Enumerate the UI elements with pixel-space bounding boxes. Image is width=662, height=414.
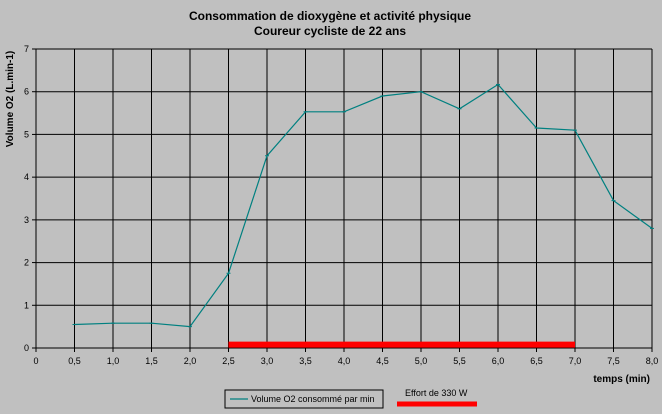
- series-line: [74, 83, 653, 328]
- x-tick-label: 1,5: [145, 356, 158, 366]
- x-tick-label: 7,5: [607, 356, 620, 366]
- chart-title: Consommation de dioxygène et activité ph…: [189, 9, 471, 23]
- y-tick-label: 4: [24, 172, 29, 182]
- x-tick-label: 1,0: [107, 356, 120, 366]
- x-tick-label: 0,5: [68, 356, 81, 366]
- y-axis-label: Volume O2 (L.min-1): [5, 51, 16, 148]
- x-tick-label: 3,5: [299, 356, 312, 366]
- legend-label-series: Volume O2 consommé par min: [251, 394, 375, 404]
- x-tick-label: 7,0: [569, 356, 582, 366]
- x-tick-label: 6,5: [530, 356, 543, 366]
- x-tick-label: 4,0: [338, 356, 351, 366]
- y-tick-label: 6: [24, 87, 29, 97]
- legend-box-series: [224, 389, 384, 409]
- chart-subtitle: Coureur cycliste de 22 ans: [254, 24, 406, 38]
- x-tick-label: 8,0: [646, 356, 659, 366]
- legend: Volume O2 consommé par min Effort de 330 …: [224, 388, 477, 409]
- x-tick-label: 3,0: [261, 356, 274, 366]
- y-tick-label: 2: [24, 258, 29, 268]
- y-tick-label: 0: [24, 343, 29, 353]
- x-axis-label: temps (min): [593, 374, 650, 385]
- legend-label-effort: Effort de 330 W: [405, 388, 468, 398]
- x-tick-label: 2,0: [184, 356, 197, 366]
- plot-area: 0 0,5 1,0 1,5 2,0 2,5 3,0 3,5 4,0 4,5 5,0 5,5 6,0 6,5…: [24, 44, 658, 366]
- x-tick-label: 2,5: [222, 356, 235, 366]
- x-tick-label: 5,5: [453, 356, 466, 366]
- x-tick-label: 4,5: [376, 356, 389, 366]
- y-tick-label: 5: [24, 129, 29, 139]
- y-tick-label: 7: [24, 44, 29, 54]
- y-tick-label: 3: [24, 215, 29, 225]
- y-tick-label: 1: [24, 300, 29, 310]
- x-tick-label: 0: [33, 356, 38, 366]
- x-tick-label: 6,0: [492, 356, 505, 366]
- x-tick-label: 5,0: [415, 356, 428, 366]
